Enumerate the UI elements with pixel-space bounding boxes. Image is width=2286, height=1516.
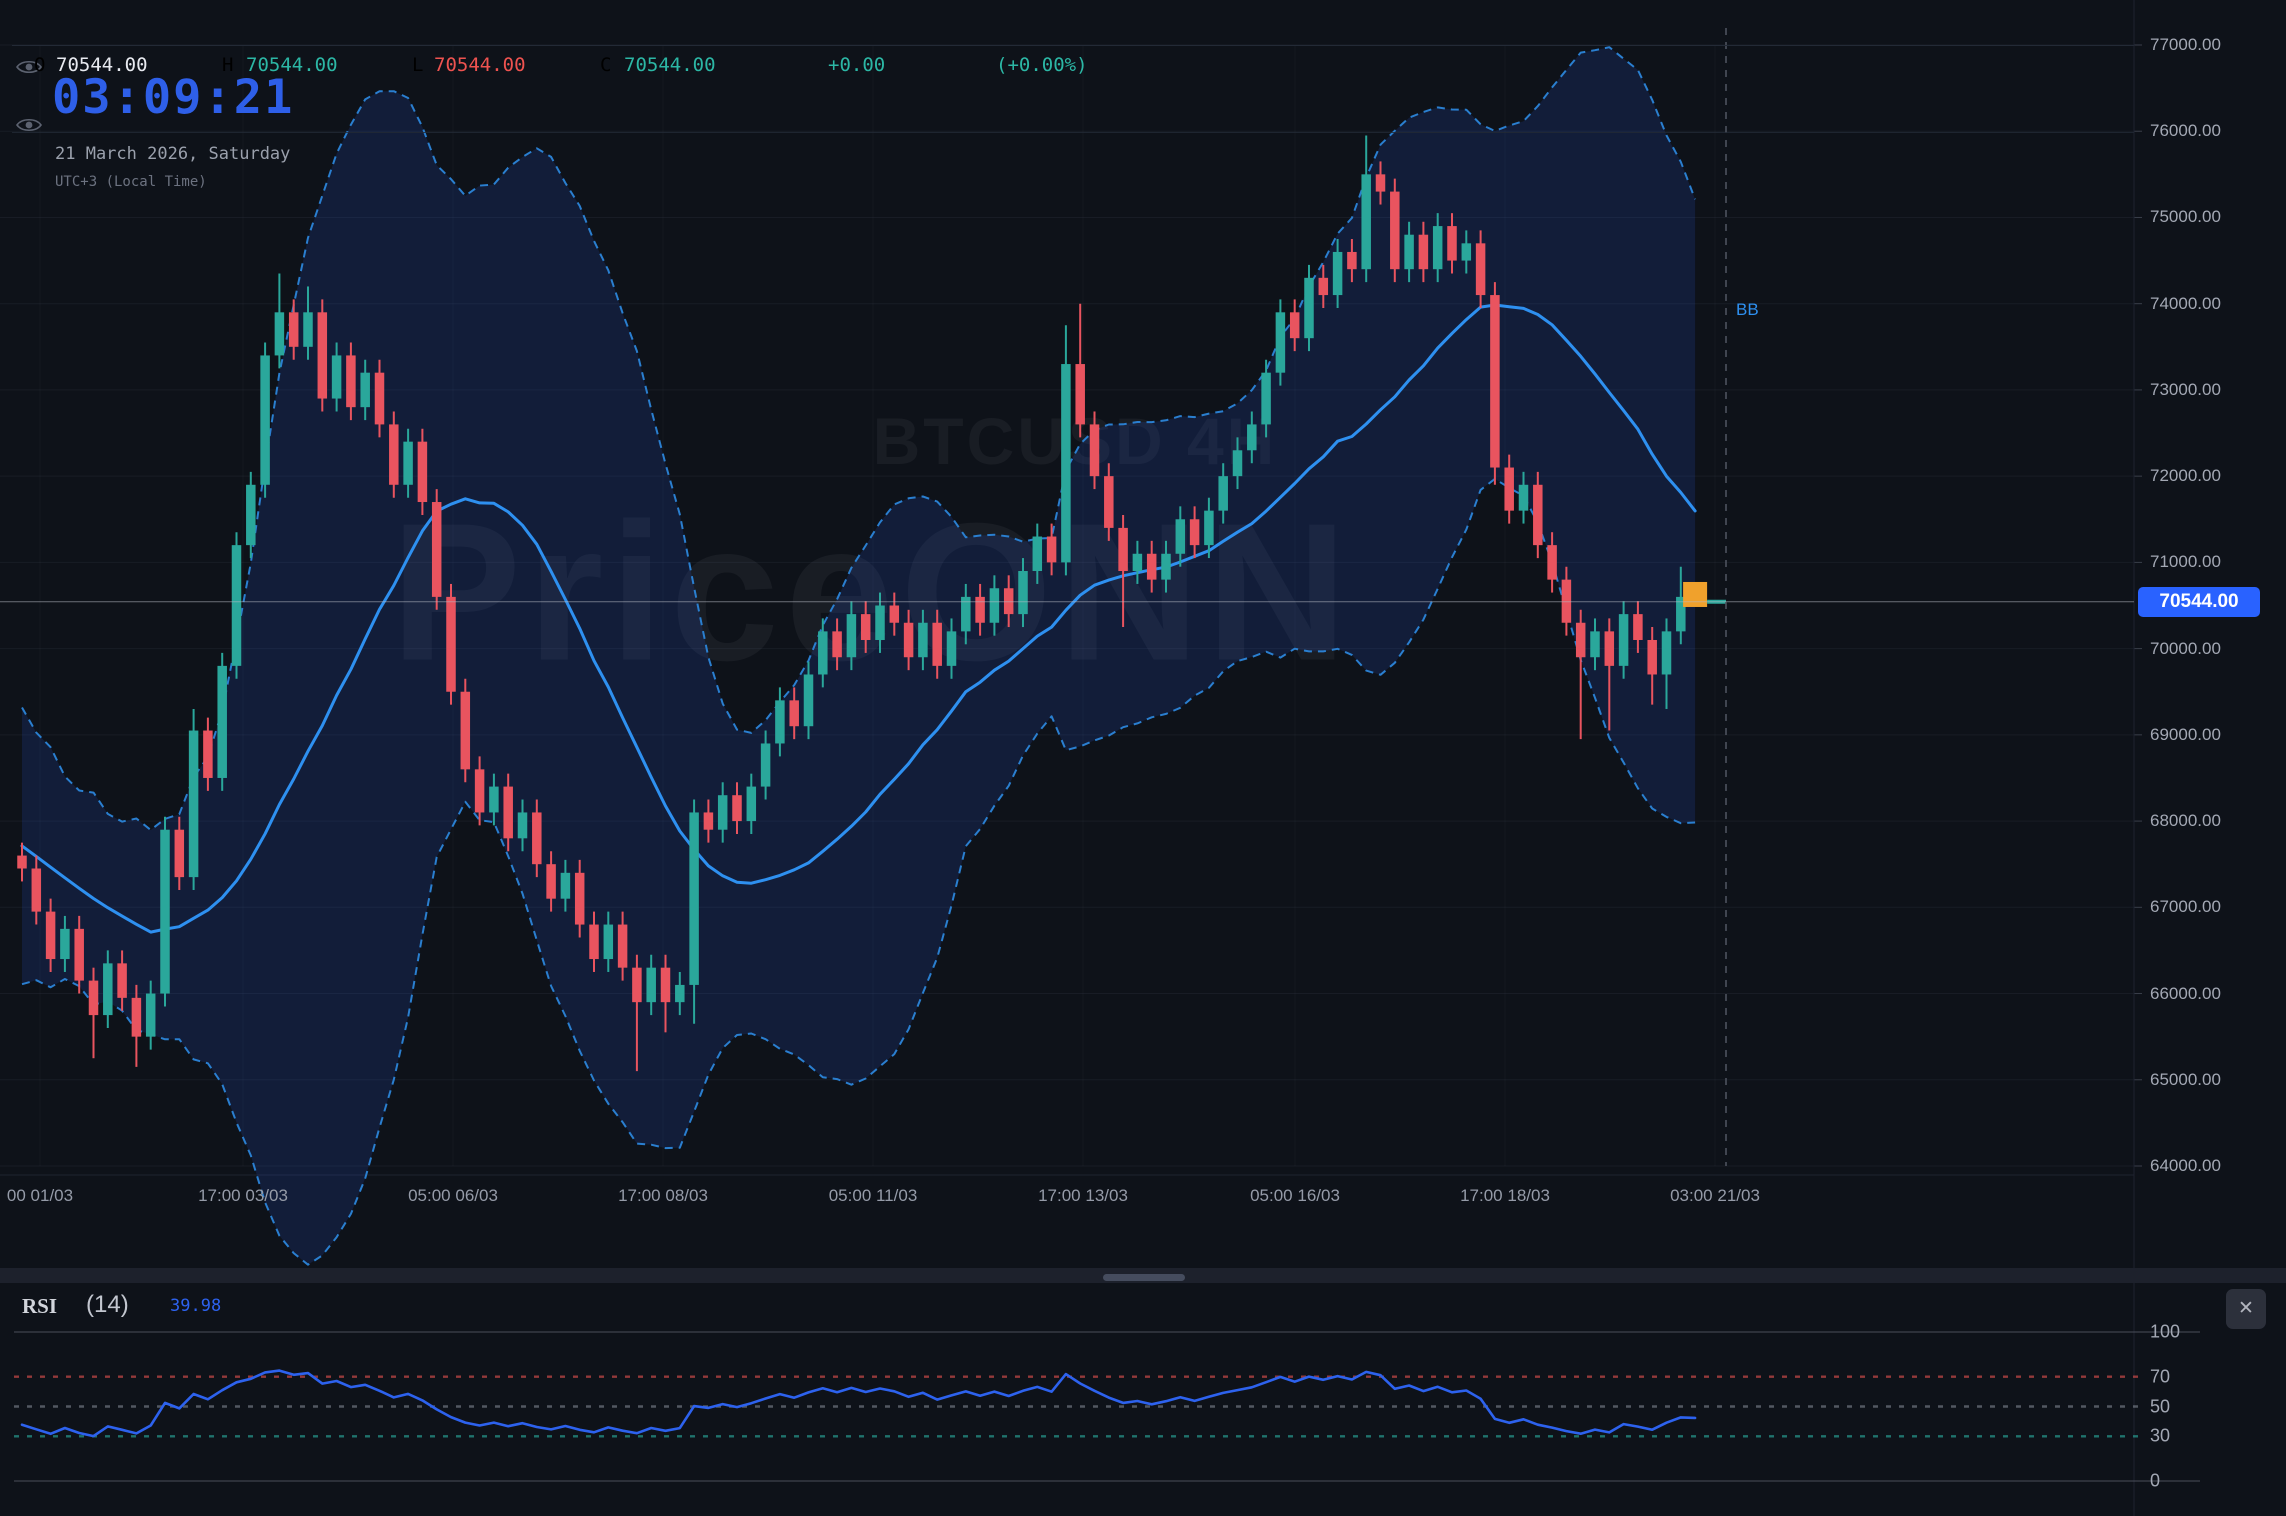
time-axis-label: 00 01/03 [6,1186,74,1205]
time-axis-label: 03:00 21/03 [1670,1186,1760,1205]
legend-divider-top [12,45,2134,46]
ohlc-change-value: +0.00 [828,54,886,76]
ma-line [20,303,1697,934]
rsi-axis-label: 0 [2150,1470,2161,1491]
ohlc-close-label: C [600,54,612,76]
candle-countdown-timer: 03:09:21 [52,70,295,125]
ohlc-high-value: 70544.00 [246,54,338,76]
price-axis-label: 64000.00 [2150,1156,2221,1175]
price-axis-label: 68000.00 [2150,811,2221,831]
rsi-current-value: 39.98 [170,1296,222,1316]
time-axis-label: 17:00 03/03 [198,1186,288,1205]
price-axis-label: 66000.00 [2150,983,2221,1003]
price-axis-label: 71000.00 [2150,552,2221,572]
price-axis-label: 73000.00 [2150,379,2221,399]
price-axis-label: 74000.00 [2150,293,2221,313]
price-axis-label: 75000.00 [2150,207,2221,227]
ohlc-open-label: O [34,54,46,76]
rsi-axis-label: 30 [2150,1425,2171,1446]
pane-resize-handle[interactable] [1103,1274,1185,1281]
candles [17,135,1726,1072]
price-gridlines [0,44,2142,1167]
price-axis-label: 77000.00 [2150,35,2221,54]
eye-icon[interactable] [16,58,42,76]
ohlc-open-value: 70544.00 [56,54,148,76]
time-axis-label: 17:00 13/03 [1038,1186,1128,1205]
timezone-label: UTC+3 (Local Time) [55,174,207,190]
time-axis-label: 05:00 06/03 [408,1186,498,1205]
rsi-axis-label: 50 [2150,1396,2171,1416]
rsi-line [20,1369,1697,1438]
bollinger-fill [22,47,1696,1265]
price-axis-label: 69000.00 [2150,724,2221,744]
current-price-badge: 70544.00 [2138,586,2260,617]
ohlc-change-percent: (+0.00%) [996,54,1088,76]
ohlc-high-label: H [222,54,234,76]
time-axis-label: 17:00 18/03 [1460,1186,1550,1205]
price-axis-label: 70000.00 [2150,638,2221,658]
rsi-axis-label: 100 [2150,1321,2181,1342]
close-icon: ✕ [2238,1298,2254,1319]
time-axis-label: 05:00 16/03 [1250,1186,1340,1205]
ohlc-low-value: 70544.00 [434,54,526,76]
price-axis-label: 67000.00 [2150,897,2221,917]
ohlc-low-label: L [412,54,424,76]
rsi-close-button[interactable]: ✕ [2226,1289,2266,1329]
legend-divider-bottom [12,132,2134,133]
price-axis-label: 76000.00 [2150,121,2221,141]
bollinger-lower-line [21,477,1696,1266]
time-axis-label: 05:00 11/03 [828,1186,918,1205]
rsi-params: (14) [86,1291,129,1318]
time-axis-label: 17:00 08/03 [618,1186,708,1205]
eye-icon[interactable] [16,116,42,134]
current-candle-marker [1683,581,1708,607]
price-axis-label: 72000.00 [2150,466,2221,486]
bollinger-upper-line [21,46,1697,831]
price-axis-label: 65000.00 [2150,1069,2221,1089]
rsi-axis-label: 70 [2150,1366,2171,1387]
ohlc-close-value: 70544.00 [624,54,716,76]
rsi-title: RSI [22,1294,58,1318]
bollinger-band-tag: BB [1736,300,1759,319]
rsi-plot [14,1331,2200,1482]
date-label: 21 March 2026, Saturday [55,144,291,164]
